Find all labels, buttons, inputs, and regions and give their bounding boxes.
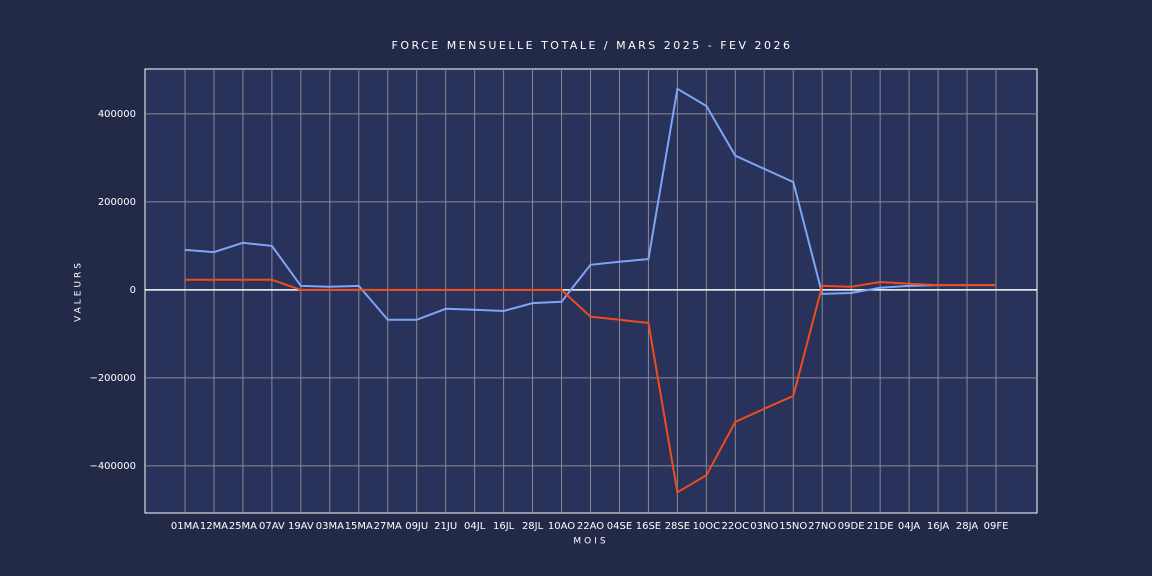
x-tick-label: 25MA bbox=[229, 521, 257, 532]
x-tick-label: 04JL bbox=[464, 521, 486, 532]
x-tick-label: 21JU bbox=[434, 521, 457, 532]
x-tick-label: 28JL bbox=[522, 521, 544, 532]
series-line bbox=[184, 87, 996, 321]
x-tick-label: 22AO bbox=[577, 521, 604, 532]
y-tick-label: 200000 bbox=[98, 197, 136, 208]
x-tick-label: 04SE bbox=[607, 521, 632, 532]
y-tick-label: −400000 bbox=[89, 461, 136, 472]
x-tick-label: 27MA bbox=[374, 521, 402, 532]
x-tick-label: 01MA bbox=[171, 521, 199, 532]
x-tick-label: 09DE bbox=[838, 521, 865, 532]
x-tick-label: 28SE bbox=[665, 521, 690, 532]
x-tick-label: 19AV bbox=[288, 521, 314, 532]
y-tick-label: 400000 bbox=[98, 109, 136, 120]
x-tick-label: 21DE bbox=[867, 521, 894, 532]
x-tick-label: 12MA bbox=[200, 521, 228, 532]
x-tick-label: 28JA bbox=[956, 521, 978, 532]
y-tick-label: 0 bbox=[130, 285, 136, 296]
x-tick-label: 16SE bbox=[636, 521, 661, 532]
x-tick-label: 16JL bbox=[493, 521, 515, 532]
y-axis-label: VALEURS bbox=[74, 260, 84, 322]
x-tick-label: 09JU bbox=[405, 521, 428, 532]
x-tick-label: 03NO bbox=[750, 521, 778, 532]
y-tick-label: −200000 bbox=[89, 373, 136, 384]
x-tick-label: 15MA bbox=[345, 521, 373, 532]
series-line bbox=[185, 278, 996, 494]
x-tick-label: 03MA bbox=[316, 521, 344, 532]
x-tick-label: 09FE bbox=[984, 521, 1009, 532]
x-tick-label: 10AO bbox=[548, 521, 575, 532]
x-tick-label: 22OC bbox=[722, 521, 750, 532]
x-tick-label: 04JA bbox=[898, 521, 920, 532]
x-axis-label: MOIS bbox=[573, 537, 608, 547]
x-tick-label: 07AV bbox=[259, 521, 285, 532]
x-tick-label: 15NO bbox=[779, 521, 807, 532]
x-tick-label: 10OC bbox=[693, 521, 721, 532]
x-tick-label: 27NO bbox=[808, 521, 836, 532]
chart-title: FORCE MENSUELLE TOTALE / MARS 2025 - FEV… bbox=[392, 39, 793, 52]
x-tick-label: 16JA bbox=[927, 521, 949, 532]
